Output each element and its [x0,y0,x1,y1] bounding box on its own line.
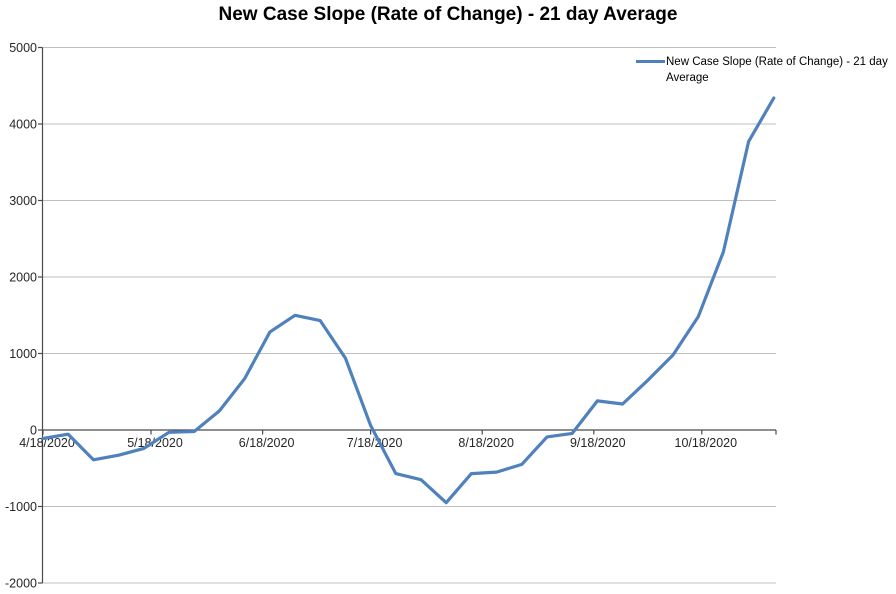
x-axis-label: 10/18/2020 [675,436,738,450]
y-axis-label: 1000 [9,347,37,361]
x-axis-label: 8/18/2020 [458,436,514,450]
legend-label: New Case Slope (Rate of Change) - 21 day… [666,54,888,86]
y-axis-label: 2000 [9,271,37,285]
y-axis-label: 4000 [9,118,37,132]
y-axis-label: 3000 [9,194,37,208]
chart-title: New Case Slope (Rate of Change) - 21 day… [218,4,678,25]
x-axis-label: 4/18/2020 [19,436,75,450]
y-axis-label: -2000 [5,577,37,591]
y-axis-label: 5000 [9,41,37,55]
y-axis-label: 0 [30,424,37,438]
legend: New Case Slope (Rate of Change) - 21 day… [636,54,888,86]
x-axis-label: 7/18/2020 [347,436,403,450]
legend-line-marker [636,60,665,63]
series-line-new-case-slope [41,96,776,505]
legend-label-line1: New Case Slope (Rate of Change) - 21 day [666,56,888,68]
legend-label-line2: Average [666,72,709,84]
x-axis-label: 6/18/2020 [239,436,295,450]
x-axis-label: 9/18/2020 [570,436,626,450]
y-axis-label: -1000 [5,500,37,514]
